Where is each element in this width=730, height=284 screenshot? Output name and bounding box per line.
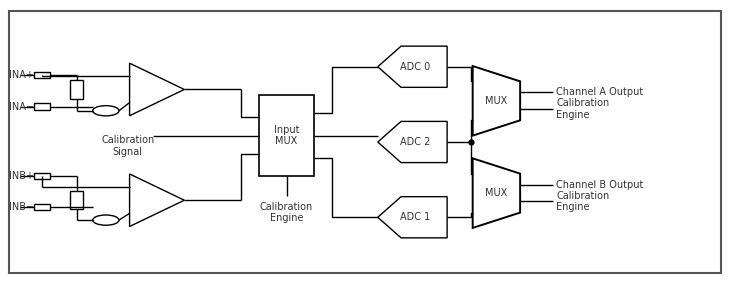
Polygon shape — [473, 66, 520, 136]
Text: Calibration
Signal: Calibration Signal — [101, 135, 154, 157]
Polygon shape — [378, 197, 447, 238]
Bar — [34, 72, 50, 78]
Text: INB−: INB− — [9, 202, 34, 212]
Text: Input
MUX: Input MUX — [274, 125, 299, 147]
Polygon shape — [378, 122, 447, 162]
Bar — [34, 103, 50, 110]
Polygon shape — [130, 174, 184, 227]
Text: INB+: INB+ — [9, 171, 34, 181]
Polygon shape — [130, 63, 184, 116]
Bar — [34, 173, 50, 179]
Polygon shape — [378, 46, 447, 87]
Text: INA+: INA+ — [9, 70, 34, 80]
Text: Channel A Output: Channel A Output — [556, 87, 644, 97]
Text: ADC 0: ADC 0 — [400, 62, 431, 72]
Text: ADC 1: ADC 1 — [400, 212, 431, 222]
Bar — [70, 80, 83, 99]
Text: ADC 2: ADC 2 — [400, 137, 431, 147]
Polygon shape — [473, 158, 520, 228]
Text: Channel B Output: Channel B Output — [556, 180, 644, 190]
Bar — [259, 95, 314, 176]
Bar — [34, 204, 50, 210]
Text: Calibration
Engine: Calibration Engine — [556, 191, 610, 212]
Text: Calibration
Engine: Calibration Engine — [556, 98, 610, 120]
Bar — [70, 191, 83, 210]
Text: Calibration
Engine: Calibration Engine — [260, 202, 313, 223]
Text: MUX: MUX — [485, 96, 507, 106]
Text: MUX: MUX — [485, 188, 507, 198]
Text: INA−: INA− — [9, 101, 34, 112]
